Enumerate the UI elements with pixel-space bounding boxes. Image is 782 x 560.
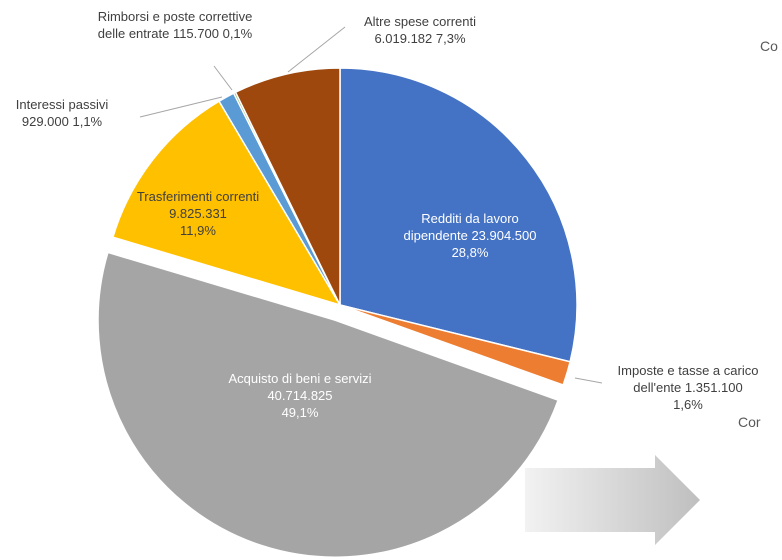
category-label: Rimborsi e poste correttive delle entrat… (97, 9, 253, 41)
arrow (525, 455, 700, 545)
value-label: 115.700 (172, 26, 219, 41)
pie-slice (339, 67, 578, 363)
data-label: Acquisto di beni e servizi 40.714.825 49,… (225, 370, 375, 421)
data-label: Altre spese correnti 6.019.182 7,3% (345, 13, 495, 47)
percent-label: 11,9% (180, 223, 216, 238)
pie-slice (111, 100, 342, 307)
category-label: Interessi passivi (15, 97, 109, 112)
leader-line (139, 96, 223, 118)
leader-line (574, 377, 603, 384)
data-label: Rimborsi e poste correttive delle entrat… (90, 8, 260, 42)
value-label: 40.714.825 (267, 388, 333, 403)
data-label: Trasferimenti correnti 9.825.331 11,9% (133, 188, 263, 239)
percent-label: 1,6% (673, 397, 703, 412)
annotation: Cor (738, 414, 761, 430)
data-label: Interessi passivi 929.000 1,1% (0, 96, 125, 130)
percent-label: 28,8% (451, 245, 489, 260)
pie-slice (97, 251, 560, 558)
pie-slice (234, 67, 341, 306)
category-label: Redditi da lavoro dipendente (403, 211, 519, 243)
leader-line (213, 65, 233, 91)
value-label: 6.019.182 (374, 31, 433, 46)
value-label: 23.904.500 (471, 228, 537, 243)
category-label: Altre spese correnti (364, 14, 476, 29)
data-label: Imposte e tasse a carico dell'ente 1.351… (606, 362, 771, 413)
percent-label: 1,1% (72, 114, 103, 129)
pie-slice (339, 304, 572, 386)
data-label: Redditi da lavoro dipendente 23.904.500 2… (388, 210, 553, 261)
leader-line (287, 26, 346, 73)
percent-label: 49,1% (281, 405, 319, 420)
percent-label: 7,3% (435, 31, 466, 46)
value-label: 9.825.331 (169, 206, 227, 221)
category-label: Imposte e tasse a carico dell'ente (617, 363, 759, 395)
value-label: 1.351.100 (684, 380, 743, 395)
percent-label: 0,1% (222, 26, 253, 41)
value-label: 929.000 (21, 114, 69, 129)
category-label: Acquisto di beni e servizi (228, 371, 372, 386)
category-label: Trasferimenti correnti (136, 189, 260, 204)
annotation: Co (760, 38, 778, 54)
